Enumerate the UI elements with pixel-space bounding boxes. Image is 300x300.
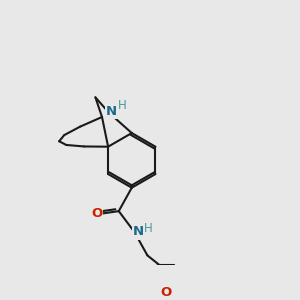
Text: N: N <box>106 105 117 118</box>
Text: H: H <box>118 99 127 112</box>
Text: H: H <box>143 222 152 235</box>
Text: O: O <box>160 286 171 299</box>
Text: N: N <box>133 226 144 238</box>
Text: O: O <box>91 207 102 220</box>
